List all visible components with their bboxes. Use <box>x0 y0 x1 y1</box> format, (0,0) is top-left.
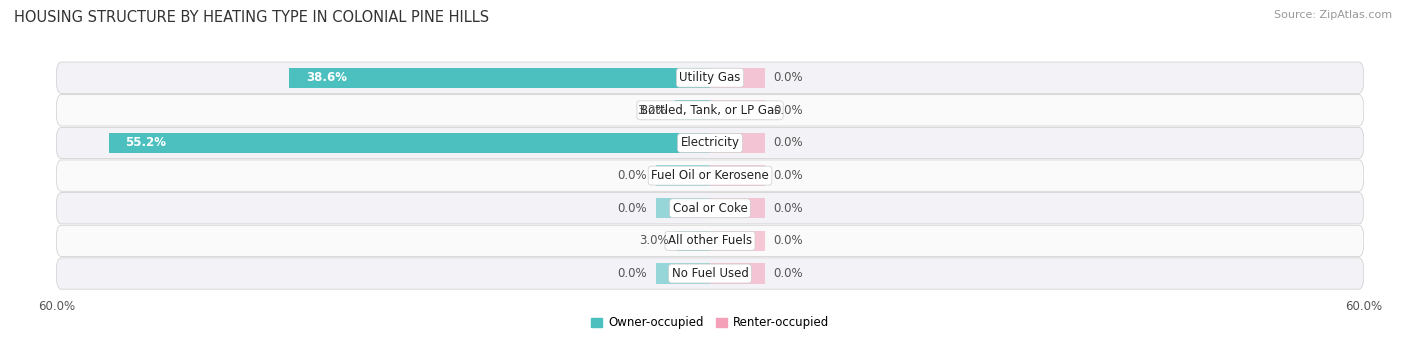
Text: Source: ZipAtlas.com: Source: ZipAtlas.com <box>1274 10 1392 20</box>
FancyBboxPatch shape <box>56 193 1364 224</box>
FancyBboxPatch shape <box>56 127 1364 159</box>
Text: 0.0%: 0.0% <box>773 202 803 215</box>
Text: Bottled, Tank, or LP Gas: Bottled, Tank, or LP Gas <box>640 104 780 117</box>
Bar <box>655 263 710 284</box>
Bar <box>675 100 710 120</box>
Text: Coal or Coke: Coal or Coke <box>672 202 748 215</box>
Text: No Fuel Used: No Fuel Used <box>672 267 748 280</box>
Bar <box>710 231 765 251</box>
FancyBboxPatch shape <box>56 225 1364 256</box>
Text: 3.2%: 3.2% <box>637 104 666 117</box>
Text: 0.0%: 0.0% <box>773 71 803 84</box>
FancyBboxPatch shape <box>56 95 1364 126</box>
Text: 0.0%: 0.0% <box>773 267 803 280</box>
Bar <box>710 68 765 88</box>
Bar <box>710 263 765 284</box>
Bar <box>678 231 710 251</box>
Bar <box>710 133 765 153</box>
Text: 0.0%: 0.0% <box>773 234 803 247</box>
Bar <box>108 133 710 153</box>
Text: 0.0%: 0.0% <box>773 169 803 182</box>
Text: HOUSING STRUCTURE BY HEATING TYPE IN COLONIAL PINE HILLS: HOUSING STRUCTURE BY HEATING TYPE IN COL… <box>14 10 489 25</box>
Legend: Owner-occupied, Renter-occupied: Owner-occupied, Renter-occupied <box>586 312 834 334</box>
Text: 38.6%: 38.6% <box>305 71 347 84</box>
Text: 0.0%: 0.0% <box>617 202 647 215</box>
Bar <box>655 198 710 218</box>
FancyBboxPatch shape <box>56 62 1364 93</box>
Text: 55.2%: 55.2% <box>125 136 166 149</box>
FancyBboxPatch shape <box>56 258 1364 289</box>
Bar <box>655 165 710 186</box>
Text: Utility Gas: Utility Gas <box>679 71 741 84</box>
Text: 0.0%: 0.0% <box>617 169 647 182</box>
Text: 0.0%: 0.0% <box>617 267 647 280</box>
Bar <box>290 68 710 88</box>
Text: All other Fuels: All other Fuels <box>668 234 752 247</box>
Bar <box>710 165 765 186</box>
Text: Fuel Oil or Kerosene: Fuel Oil or Kerosene <box>651 169 769 182</box>
Text: Electricity: Electricity <box>681 136 740 149</box>
Text: 0.0%: 0.0% <box>773 136 803 149</box>
Bar <box>710 100 765 120</box>
Text: 0.0%: 0.0% <box>773 104 803 117</box>
FancyBboxPatch shape <box>56 160 1364 191</box>
Bar <box>710 198 765 218</box>
Text: 3.0%: 3.0% <box>638 234 669 247</box>
